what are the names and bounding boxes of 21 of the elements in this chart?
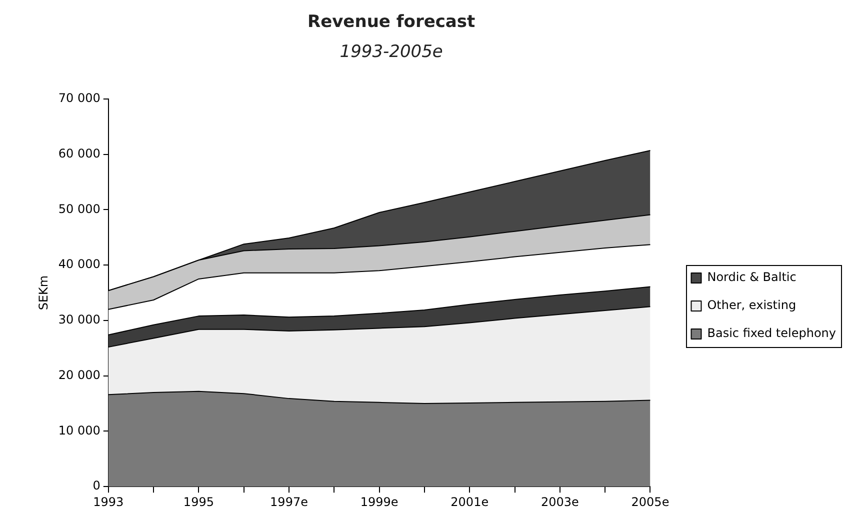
x-tick-label: 1999e — [360, 494, 398, 509]
x-tick-label: 1995 — [183, 494, 214, 509]
y-tick-label: 10 000 — [58, 423, 100, 438]
x-tick-label: 1997e — [270, 494, 308, 509]
legend-label: Nordic & Baltic — [707, 270, 796, 284]
chart-title: Revenue forecast — [307, 12, 476, 32]
x-tick-label: 2005e — [631, 494, 670, 509]
legend-label: Other, existing — [707, 298, 796, 312]
x-tick-label: 2001e — [450, 494, 489, 509]
x-tick-label: 1993 — [93, 494, 124, 509]
y-tick-label: 70 000 — [58, 91, 100, 106]
y-tick-label: 20 000 — [58, 368, 100, 382]
x-tick-label: 2003e — [540, 494, 579, 509]
y-tick-label: 0 — [92, 478, 100, 493]
legend-label: Basic fixed telephony — [707, 326, 836, 340]
y-tick-label: 50 000 — [58, 202, 100, 216]
y-tick-label: 60 000 — [58, 146, 100, 160]
y-tick-label: 30 000 — [58, 312, 100, 327]
chart-subtitle: 1993-2005e — [340, 42, 443, 62]
y-tick-label: 40 000 — [58, 257, 100, 272]
y-axis-title: SEKm — [36, 275, 50, 310]
